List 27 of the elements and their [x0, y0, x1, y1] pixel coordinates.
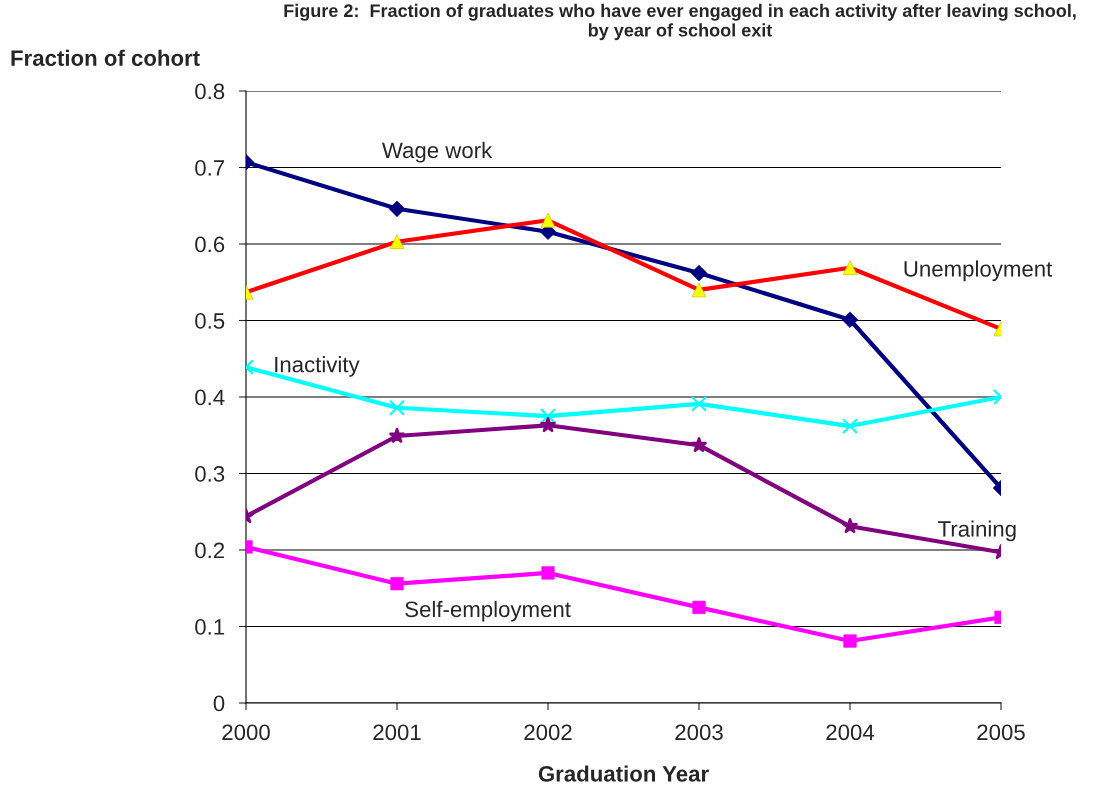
y-tick-label: 0.8 — [195, 83, 225, 100]
point — [690, 436, 708, 453]
series-label: Self-employment — [405, 600, 571, 622]
x-tick-label: 2002 — [524, 724, 572, 741]
y-tick-label: 0 — [213, 695, 225, 712]
x-tick-label: 2001 — [373, 724, 421, 741]
point — [691, 395, 707, 412]
y-tick-label: 0.4 — [195, 389, 225, 406]
x-tick-label: 2003 — [675, 724, 723, 741]
series-label: Inactivity — [275, 356, 360, 377]
series-label: Training — [938, 520, 1016, 542]
y-tick-label: 0.3 — [195, 466, 225, 482]
series-label: Wage work — [382, 141, 493, 163]
y-tick-label: 0.7 — [195, 160, 225, 176]
point — [540, 408, 556, 425]
point — [539, 416, 557, 433]
y-tick-label: 0.2 — [195, 542, 225, 559]
x-axis-title: Graduation Year — [538, 765, 709, 782]
y-axis-title: Fraction of cohort — [11, 49, 200, 66]
x-tick-label: 2005 — [977, 724, 1025, 741]
y-tick-label: 0.5 — [195, 313, 225, 329]
y-tick-label: 0.1 — [195, 619, 225, 635]
series-label: Unemployment — [904, 260, 1053, 282]
y-tick-label: 0.6 — [195, 236, 225, 253]
x-tick-label: 2004 — [826, 724, 875, 741]
chart-title: Figure 2: Fraction of graduates who have ever engaged in each activity after leaving school, by year of school exit — [284, 3, 1076, 41]
x-tick-label: 2000 — [222, 724, 270, 741]
